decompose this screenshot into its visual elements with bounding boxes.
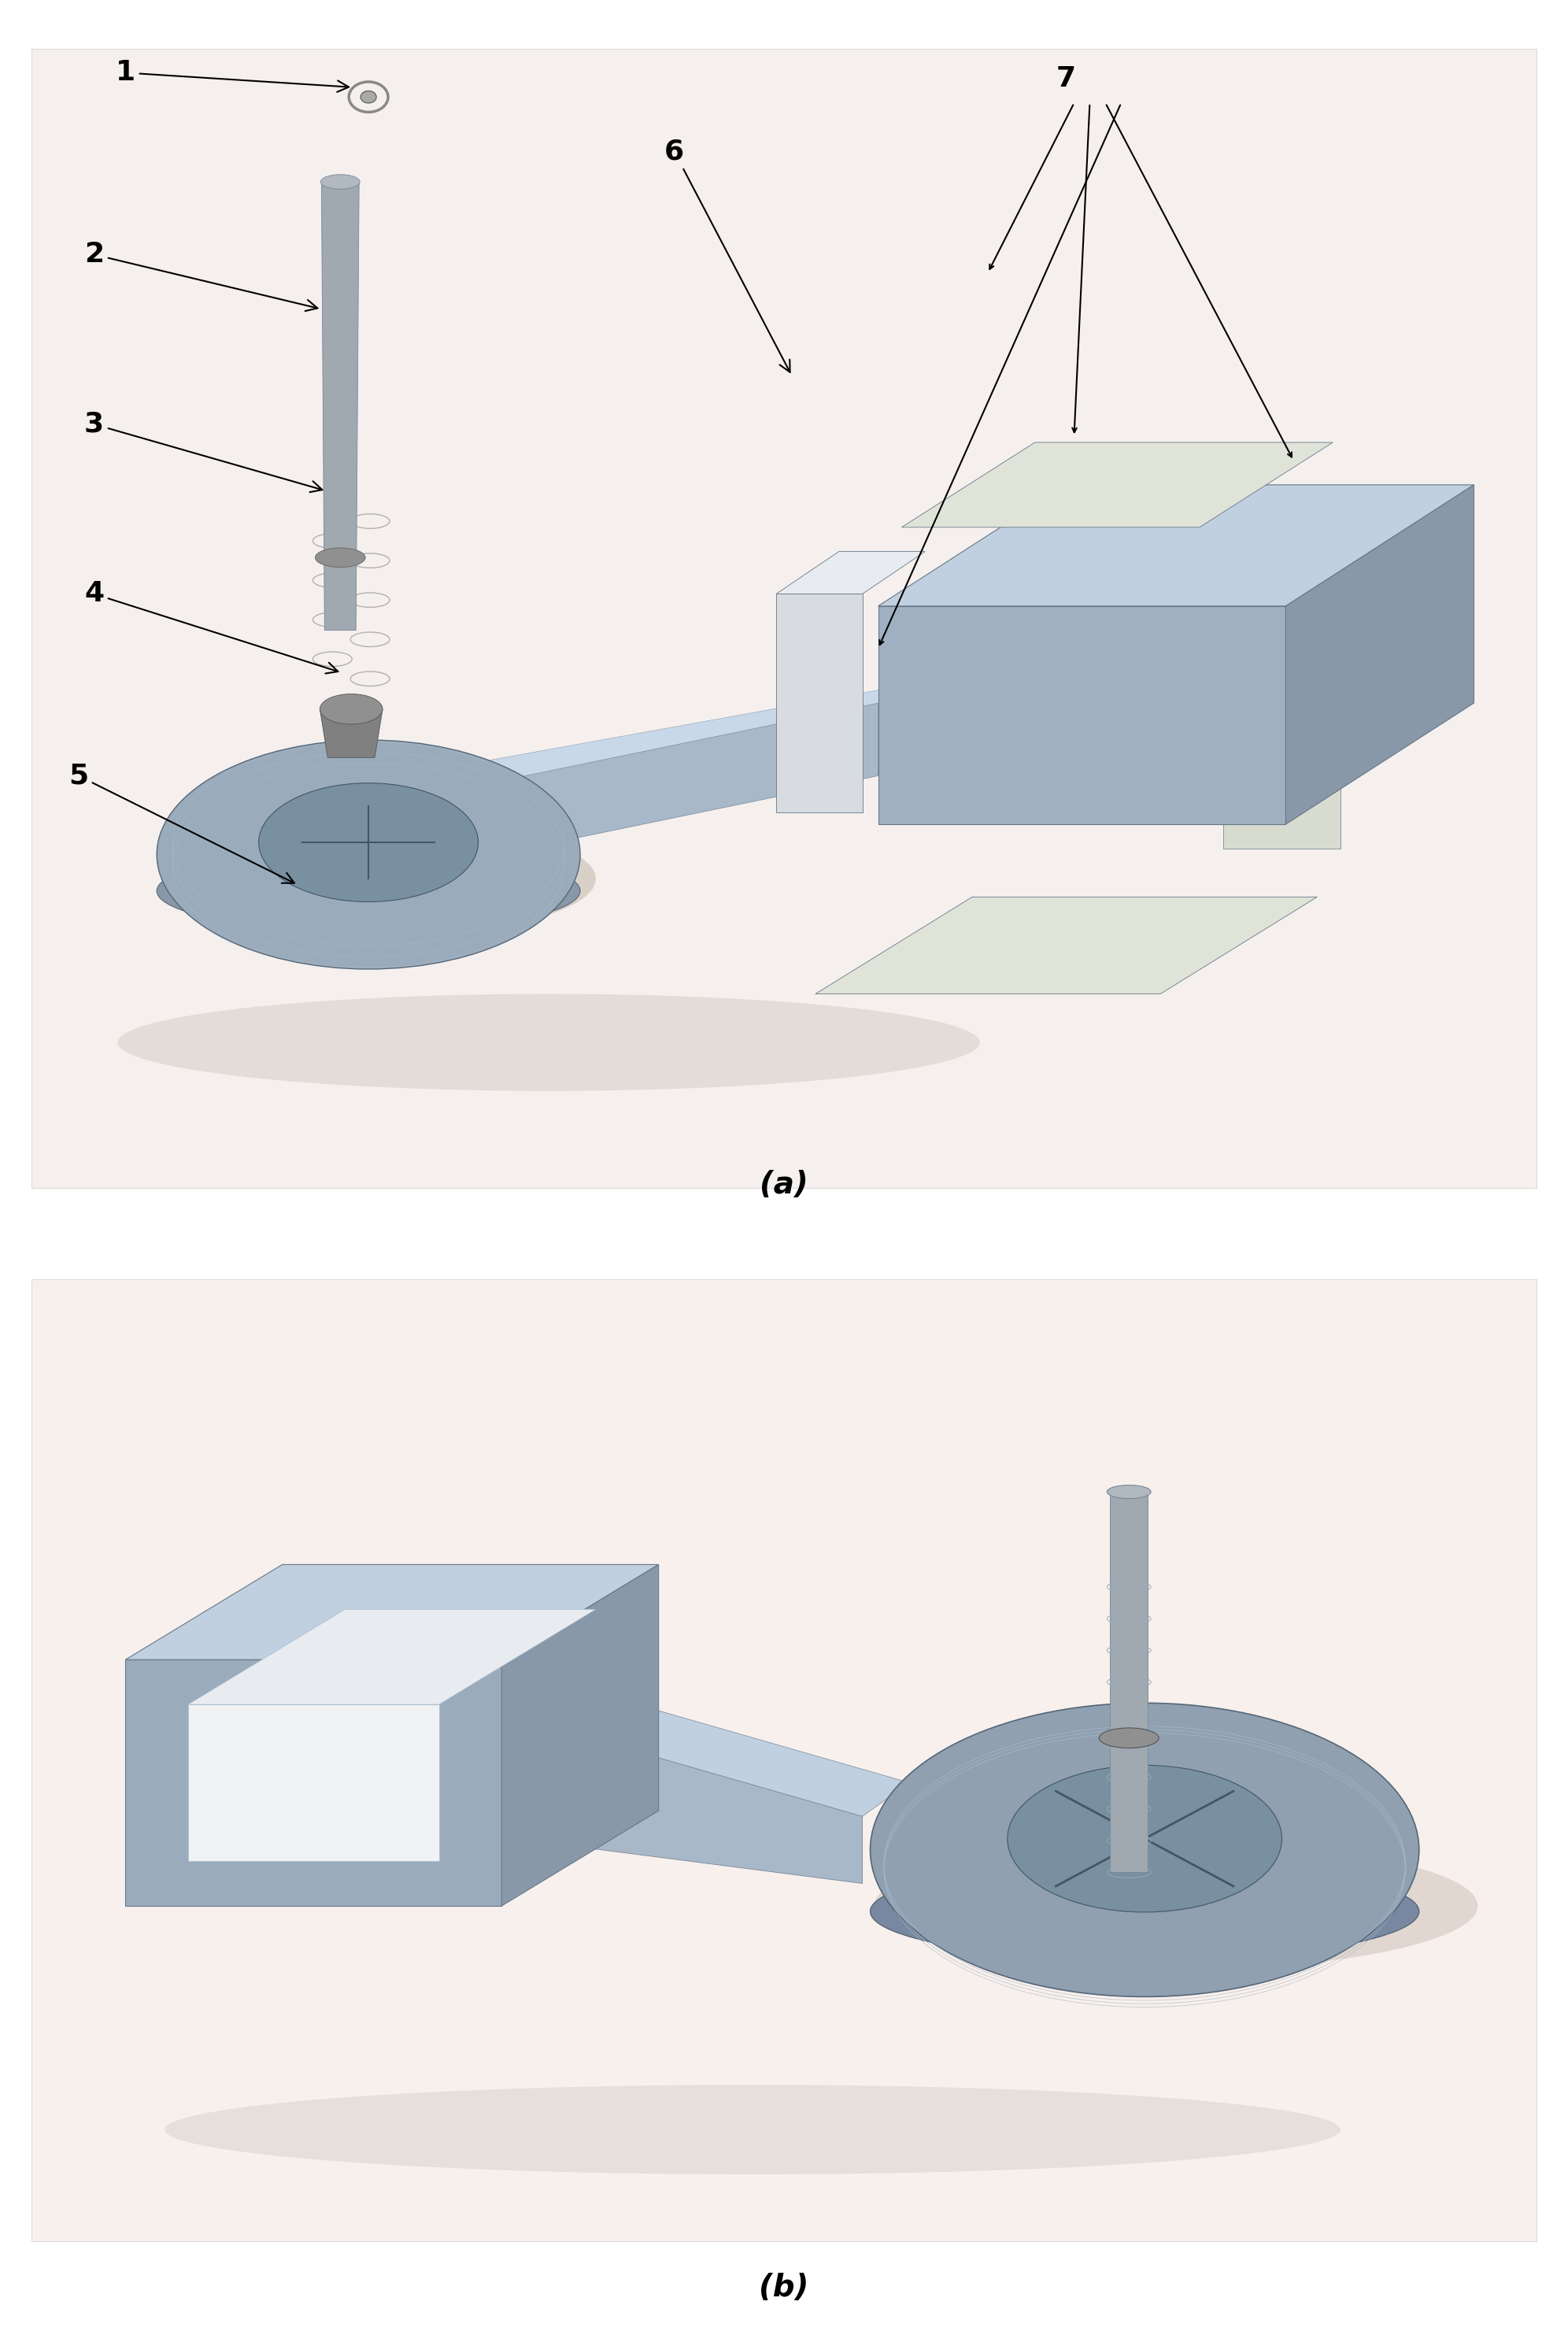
Polygon shape	[188, 1704, 439, 1860]
Text: 4: 4	[85, 580, 339, 674]
Text: 3: 3	[85, 410, 323, 492]
Polygon shape	[125, 1564, 659, 1660]
Ellipse shape	[1099, 1727, 1159, 1748]
Ellipse shape	[361, 91, 376, 103]
Polygon shape	[125, 1660, 502, 1907]
Ellipse shape	[320, 695, 383, 725]
Polygon shape	[878, 485, 1474, 606]
Text: 2: 2	[85, 240, 318, 310]
Polygon shape	[408, 704, 878, 872]
Polygon shape	[878, 606, 1286, 825]
Ellipse shape	[870, 1704, 1419, 1998]
Ellipse shape	[1007, 1765, 1281, 1911]
Ellipse shape	[165, 2084, 1341, 2175]
Ellipse shape	[118, 993, 980, 1091]
Ellipse shape	[172, 821, 596, 937]
Ellipse shape	[1107, 1485, 1151, 1499]
Ellipse shape	[875, 1841, 1477, 1970]
Polygon shape	[580, 1702, 909, 1816]
Polygon shape	[815, 897, 1317, 993]
FancyBboxPatch shape	[31, 49, 1537, 1189]
Text: 6: 6	[665, 138, 790, 373]
Ellipse shape	[315, 548, 365, 566]
Text: (a): (a)	[760, 1170, 808, 1200]
Polygon shape	[502, 1564, 659, 1907]
Polygon shape	[188, 1608, 596, 1704]
Polygon shape	[408, 678, 941, 800]
Polygon shape	[1286, 485, 1474, 825]
Ellipse shape	[157, 739, 580, 970]
Ellipse shape	[157, 851, 580, 932]
Polygon shape	[776, 552, 925, 594]
Ellipse shape	[320, 175, 361, 189]
Text: 7: 7	[1057, 65, 1076, 93]
Polygon shape	[902, 443, 1333, 527]
Text: (b): (b)	[759, 2273, 809, 2303]
Text: 5: 5	[69, 762, 295, 883]
FancyBboxPatch shape	[31, 1280, 1537, 2242]
Polygon shape	[776, 594, 862, 811]
Polygon shape	[1223, 739, 1341, 848]
Polygon shape	[321, 182, 359, 629]
Ellipse shape	[870, 1862, 1419, 1960]
Ellipse shape	[259, 783, 478, 902]
Polygon shape	[1110, 1492, 1148, 1872]
Text: 1: 1	[116, 58, 348, 91]
Polygon shape	[320, 709, 383, 758]
Polygon shape	[580, 1734, 862, 1883]
